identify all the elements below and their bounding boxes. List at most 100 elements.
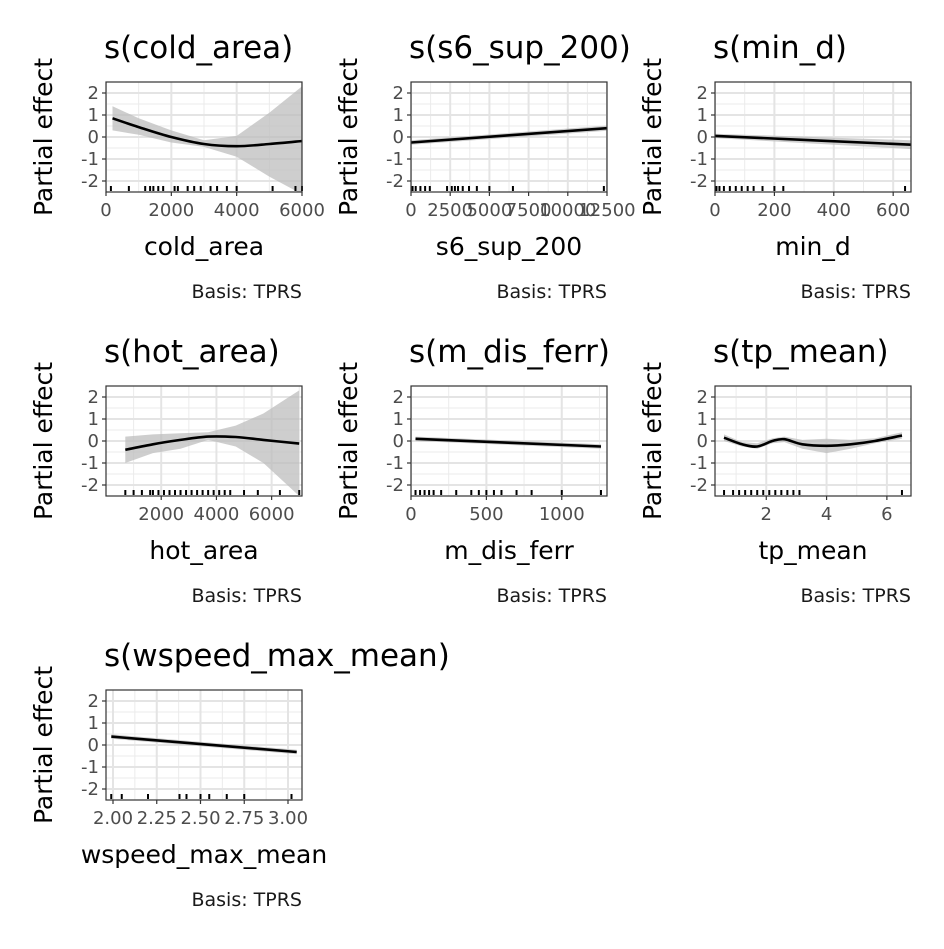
basis-caption: Basis: TPRS [191, 585, 302, 607]
y-tick-label: -1 [386, 453, 404, 474]
x-tick-label: 0 [100, 200, 111, 221]
y-tick-label: -2 [81, 171, 99, 192]
x-tick-label: 0 [405, 504, 416, 525]
rug [414, 490, 602, 495]
x-tick-label: 1000 [539, 504, 585, 525]
basis-caption: Basis: TPRS [496, 281, 607, 303]
x-tick-label: 2500 [427, 200, 473, 221]
panel-title: s(hot_area) [104, 334, 280, 370]
y-tick-label: 0 [697, 431, 708, 452]
x-tick-label: 10000 [539, 200, 596, 221]
y-axis-label: Partial effect [29, 362, 58, 520]
basis-caption: Basis: TPRS [496, 585, 607, 607]
y-tick-label: -1 [81, 149, 99, 170]
rug [715, 186, 907, 191]
y-axis-label: Partial effect [638, 58, 667, 216]
x-tick-label: 2.25 [137, 808, 177, 829]
x-tick-label: 2000 [148, 200, 194, 221]
y-tick-label: -1 [81, 757, 99, 778]
smooth-effect-line [111, 735, 297, 754]
y-tick-label: 1 [88, 105, 99, 126]
x-tick-label: 2.00 [93, 808, 133, 829]
x-tick-label: 0 [709, 200, 720, 221]
y-tick-label: 1 [697, 409, 708, 430]
x-tick-label: 3.00 [268, 808, 308, 829]
smooth-effect-line [415, 437, 602, 448]
x-axis-label: wspeed_max_mean [81, 840, 327, 869]
basis-caption: Basis: TPRS [800, 281, 911, 303]
y-tick-label: 0 [393, 431, 404, 452]
y-tick-label: 1 [697, 105, 708, 126]
x-tick-label: 6 [881, 504, 892, 525]
x-tick-label: 2.50 [180, 808, 220, 829]
y-tick-label: -2 [690, 475, 708, 496]
y-axis-label: Partial effect [334, 58, 363, 216]
y-tick-label: 0 [88, 735, 99, 756]
x-axis-label: min_d [775, 232, 851, 261]
basis-caption: Basis: TPRS [800, 585, 911, 607]
confidence-band [112, 86, 302, 192]
rug [110, 794, 293, 799]
x-tick-label: 200 [757, 200, 791, 221]
panel-title: s(min_d) [713, 30, 847, 66]
y-tick-label: 2 [697, 83, 708, 104]
y-tick-label: -2 [386, 171, 404, 192]
x-tick-label: 2 [761, 504, 772, 525]
y-tick-label: 2 [393, 83, 404, 104]
y-tick-label: 1 [393, 409, 404, 430]
smooth-effect-line [411, 126, 607, 144]
x-tick-label: 12500 [578, 200, 635, 221]
smooth-effect-line [723, 434, 903, 448]
x-tick-label: 4000 [214, 200, 260, 221]
y-tick-label: -2 [386, 475, 404, 496]
y-tick-label: -1 [690, 453, 708, 474]
y-axis-label: Partial effect [334, 362, 363, 520]
x-axis-label: s6_sup_200 [436, 232, 582, 261]
smooth-effect-line [112, 117, 302, 148]
y-tick-label: -1 [81, 453, 99, 474]
y-tick-label: 2 [88, 691, 99, 712]
panel-title: s(wspeed_max_mean) [104, 638, 450, 674]
y-tick-label: -2 [690, 171, 708, 192]
y-tick-label: 2 [697, 387, 708, 408]
x-tick-label: 600 [876, 200, 910, 221]
rug [723, 490, 903, 495]
x-tick-label: 4 [821, 504, 832, 525]
x-tick-label: 5000 [466, 200, 512, 221]
y-tick-label: 1 [393, 105, 404, 126]
y-tick-label: 2 [393, 387, 404, 408]
y-tick-label: -2 [81, 475, 99, 496]
x-tick-label: 2000 [138, 504, 184, 525]
y-tick-label: 2 [88, 83, 99, 104]
y-axis-label: Partial effect [29, 58, 58, 216]
rug [124, 490, 301, 495]
x-tick-label: 500 [469, 504, 503, 525]
y-tick-label: -2 [81, 779, 99, 800]
x-tick-label: 2.75 [224, 808, 264, 829]
rug [109, 186, 303, 191]
y-tick-label: 1 [88, 713, 99, 734]
x-tick-label: 6000 [279, 200, 325, 221]
x-tick-label: 400 [817, 200, 851, 221]
panel-title: s(cold_area) [104, 30, 293, 66]
basis-caption: Basis: TPRS [191, 889, 302, 911]
y-tick-label: 0 [393, 127, 404, 148]
y-tick-label: 0 [697, 127, 708, 148]
x-axis-label: m_dis_ferr [444, 536, 574, 565]
y-tick-label: 0 [88, 431, 99, 452]
basis-caption: Basis: TPRS [191, 281, 302, 303]
gridlines [715, 82, 911, 192]
x-tick-label: 6000 [249, 504, 295, 525]
y-tick-label: -1 [690, 149, 708, 170]
x-tick-label: 4000 [194, 504, 240, 525]
panel-title: s(s6_sup_200) [409, 30, 631, 66]
panel-title: s(m_dis_ferr) [409, 334, 610, 370]
